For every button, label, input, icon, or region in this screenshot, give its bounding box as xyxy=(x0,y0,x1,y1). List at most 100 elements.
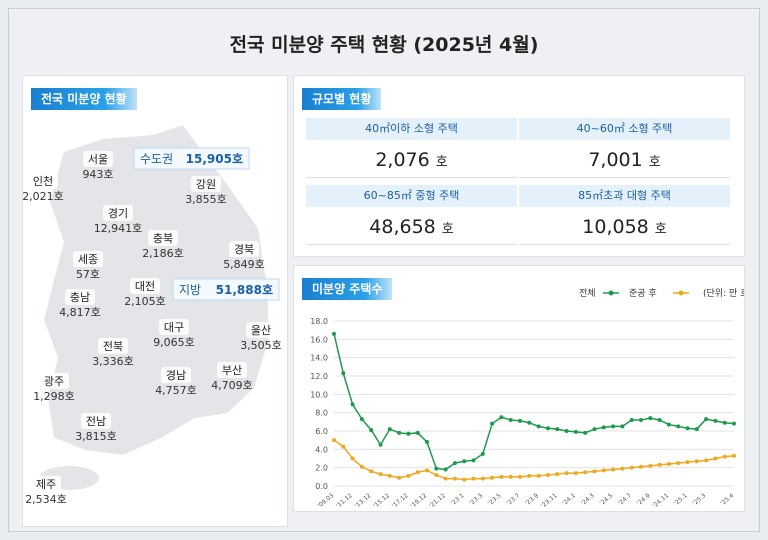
data-point xyxy=(704,458,709,463)
data-point xyxy=(713,418,718,423)
panel-tag: 미분양 주택수 xyxy=(302,278,393,300)
region-name-bg xyxy=(246,322,276,338)
data-point xyxy=(564,429,569,433)
data-point xyxy=(732,421,736,426)
x-tick-label: '15.12 xyxy=(372,492,391,510)
region-name: 세종 xyxy=(78,253,98,266)
cell-unit: 호 xyxy=(654,222,667,237)
data-point xyxy=(471,476,476,481)
callout-name: 지방 xyxy=(179,283,201,297)
data-point xyxy=(676,461,681,466)
cell-value: 2,076 xyxy=(375,149,430,171)
size-panel: 규모별 현황 40㎡이하 소형 주택 2,076 호 40~60㎡ 소형 주택 7,00… xyxy=(293,75,745,257)
region-name: 경북 xyxy=(234,243,254,256)
data-point xyxy=(341,444,346,449)
x-tick-label: '25.1 xyxy=(673,492,689,507)
region-value: 5,849호 xyxy=(223,258,265,271)
region-name: 충남 xyxy=(70,291,90,304)
region-name-bg xyxy=(65,289,95,305)
data-point xyxy=(471,458,476,463)
data-point xyxy=(452,461,457,466)
data-point xyxy=(527,420,532,425)
cell-label: 40㎡이하 소형 주택 xyxy=(306,118,517,140)
panel-tag: 전국 미분양 현황 xyxy=(31,88,137,110)
data-point xyxy=(583,430,588,435)
region-name-bg xyxy=(217,362,247,378)
data-point xyxy=(387,427,392,432)
data-point xyxy=(545,473,550,477)
cell-unit: 호 xyxy=(435,155,448,170)
cell-value: 48,658 xyxy=(369,216,436,238)
x-tick-label: '25.3 xyxy=(691,492,707,507)
region-value: 3,336호 xyxy=(92,355,134,368)
data-point xyxy=(676,424,681,429)
legend-dot xyxy=(608,290,614,296)
x-tick-label: '24.11 xyxy=(651,492,670,510)
data-point xyxy=(611,467,616,472)
data-point xyxy=(545,426,550,431)
y-tick-label: 10.0 xyxy=(310,390,328,399)
region-value: 3,855호 xyxy=(185,193,227,206)
data-point xyxy=(406,431,411,436)
cell-label: 60~85㎡ 중형 주택 xyxy=(306,185,517,207)
chart: 0.0 2.0 4.0 6.0 8.0 10.0 12.0 14.0 16.0 18.0 '09.0… xyxy=(310,288,744,510)
data-point xyxy=(415,430,420,435)
data-point xyxy=(601,468,606,473)
y-tick-label: 14.0 xyxy=(310,354,328,363)
data-point xyxy=(629,418,634,422)
data-point xyxy=(592,427,597,432)
data-point xyxy=(573,429,578,434)
data-point xyxy=(480,476,485,481)
legend-dot xyxy=(678,290,684,296)
data-point xyxy=(490,475,495,480)
data-point xyxy=(508,474,513,479)
data-point xyxy=(369,469,374,474)
y-tick-label: 16.0 xyxy=(310,335,328,344)
x-tick-label: '23.11 xyxy=(540,492,559,510)
data-point xyxy=(685,426,690,431)
region-name-bg xyxy=(229,241,259,257)
data-point xyxy=(666,422,671,427)
region-name-bg xyxy=(98,338,128,354)
region-value: 2,534호 xyxy=(25,493,67,506)
region-name-bg xyxy=(81,413,111,429)
region-value: 2,186호 xyxy=(142,247,184,260)
x-tick-label: '24.1 xyxy=(561,492,577,507)
data-point xyxy=(434,473,439,477)
region-name: 경남 xyxy=(166,369,186,382)
data-point xyxy=(443,476,448,481)
callout-name: 수도권 xyxy=(140,152,173,166)
data-point xyxy=(573,471,578,476)
cell-value-box: 48,658 호 xyxy=(306,210,517,245)
data-point xyxy=(332,331,336,336)
region-value: 2,105호 xyxy=(124,295,166,308)
y-tick-label: 0.0 xyxy=(315,482,328,491)
data-point xyxy=(704,417,709,422)
region-value: 1,298호 xyxy=(33,390,75,403)
region-value: 4,817호 xyxy=(59,306,101,319)
data-point xyxy=(518,418,523,423)
x-tick-label: '13.12 xyxy=(354,492,373,510)
legend-label: 전체 xyxy=(579,288,596,299)
region-name-bg xyxy=(103,205,133,221)
region-name: 전북 xyxy=(103,340,123,353)
panel-tag: 규모별 현황 xyxy=(302,88,382,110)
data-point xyxy=(397,430,402,435)
x-tick-label: '11.12 xyxy=(335,492,354,510)
cell-value-box: 2,076 호 xyxy=(306,143,517,178)
data-point xyxy=(406,473,411,478)
data-point xyxy=(648,416,653,421)
y-tick-label: 2.0 xyxy=(315,464,328,473)
data-point xyxy=(620,466,625,471)
x-tick-label: '21.12 xyxy=(428,492,447,510)
region-name-bg xyxy=(28,173,58,189)
region-value: 12,941호 xyxy=(94,222,143,235)
region-value: 3,815호 xyxy=(75,430,117,443)
data-point xyxy=(341,371,346,376)
x-tick-label: '17.12 xyxy=(391,492,410,510)
data-point xyxy=(564,471,569,476)
region-value: 4,757호 xyxy=(155,384,197,397)
x-tick-label: '23.7 xyxy=(505,492,521,507)
data-point xyxy=(490,421,495,426)
data-point xyxy=(536,473,541,478)
